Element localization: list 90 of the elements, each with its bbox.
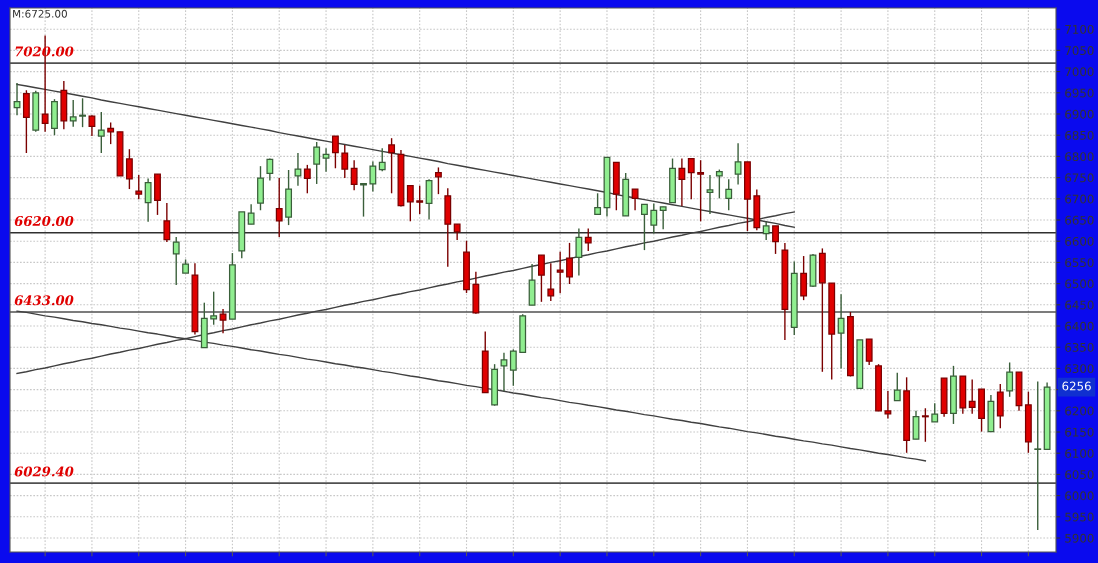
candlestick bbox=[715, 168, 723, 200]
y-tick-label: 5900 bbox=[1065, 533, 1094, 543]
y-tick-label: 6300 bbox=[1065, 364, 1094, 374]
candlestick bbox=[331, 135, 339, 169]
candlestick bbox=[97, 111, 105, 154]
candlestick bbox=[594, 192, 602, 216]
y-tick-label: 6700 bbox=[1065, 194, 1094, 204]
candlestick bbox=[313, 141, 321, 185]
y-tick-label: 6500 bbox=[1065, 279, 1094, 289]
y-tick-label: 7050 bbox=[1065, 46, 1094, 56]
candlestick bbox=[425, 178, 433, 221]
candlestick bbox=[556, 251, 564, 295]
candlestick bbox=[341, 144, 349, 179]
candlestick bbox=[921, 407, 929, 443]
annotation: 6256 bbox=[1062, 381, 1091, 391]
y-tick-label: 6350 bbox=[1065, 342, 1094, 352]
candlestick bbox=[584, 227, 592, 252]
candlestick bbox=[968, 378, 976, 415]
candlestick bbox=[893, 371, 901, 402]
candlestick bbox=[322, 147, 330, 173]
candlestick bbox=[697, 159, 705, 222]
candlestick bbox=[350, 159, 358, 192]
ref-line-label: 6620.00 bbox=[14, 216, 74, 226]
y-tick-label: 6400 bbox=[1065, 321, 1094, 331]
y-tick-label: 6050 bbox=[1065, 470, 1094, 480]
candlestick bbox=[247, 203, 255, 225]
candlestick bbox=[575, 227, 583, 277]
candlestick bbox=[107, 121, 115, 145]
candlestick bbox=[88, 114, 96, 137]
candlestick bbox=[163, 202, 171, 243]
y-tick-label: 6750 bbox=[1065, 173, 1094, 183]
y-tick-label: 6150 bbox=[1065, 427, 1094, 437]
candlestick bbox=[22, 89, 30, 154]
annotation: M:6725.00 bbox=[13, 9, 67, 18]
candlestick bbox=[303, 164, 311, 194]
candlestick bbox=[416, 184, 424, 215]
candlestick bbox=[275, 177, 283, 238]
candlestick bbox=[884, 390, 892, 420]
candlestick bbox=[931, 402, 939, 423]
candlestick bbox=[294, 152, 302, 187]
candlestick bbox=[369, 160, 377, 193]
ref-line-label: 6433.00 bbox=[14, 295, 74, 306]
y-tick-label: 6550 bbox=[1065, 258, 1094, 268]
candlestick bbox=[687, 157, 695, 200]
candlestick bbox=[725, 178, 733, 211]
candlestick bbox=[79, 97, 87, 128]
y-tick-label: 6450 bbox=[1065, 300, 1094, 310]
y-tick-label: 7000 bbox=[1065, 67, 1094, 77]
ref-line-label: 6029.40 bbox=[14, 466, 74, 477]
candlestick bbox=[650, 202, 658, 235]
y-tick-label: 6650 bbox=[1065, 215, 1094, 225]
candlestick bbox=[172, 236, 180, 286]
candlestick bbox=[996, 383, 1004, 429]
y-tick-label: 6850 bbox=[1065, 130, 1094, 140]
y-tick-label: 5950 bbox=[1065, 512, 1094, 522]
candlestick bbox=[144, 177, 152, 223]
candlestick bbox=[865, 338, 873, 366]
candlestick bbox=[406, 184, 414, 222]
candlestick bbox=[378, 147, 386, 172]
y-tick-label: 6200 bbox=[1065, 406, 1094, 416]
candlestick bbox=[135, 174, 143, 200]
candlestick bbox=[125, 148, 133, 190]
candlestick bbox=[706, 174, 714, 215]
y-tick-label: 6000 bbox=[1065, 491, 1094, 501]
candlestick bbox=[547, 262, 555, 302]
y-tick-label: 6100 bbox=[1065, 448, 1094, 458]
candlestick bbox=[69, 99, 77, 128]
candlestick bbox=[631, 188, 639, 211]
candlestick bbox=[500, 352, 508, 392]
y-tick-label: 6950 bbox=[1065, 88, 1094, 98]
candlestick bbox=[837, 293, 845, 370]
y-tick-label: 6600 bbox=[1065, 236, 1094, 246]
candlestick bbox=[641, 203, 648, 251]
candlestick bbox=[219, 308, 227, 334]
candlestick bbox=[800, 255, 808, 301]
y-tick-label: 7100 bbox=[1065, 24, 1094, 34]
candlestick bbox=[678, 157, 686, 207]
candlestick bbox=[537, 254, 545, 303]
candlestick bbox=[659, 206, 667, 231]
y-tick-label: 6800 bbox=[1065, 152, 1094, 162]
candlestick bbox=[772, 225, 779, 255]
candlestick bbox=[388, 137, 396, 194]
candlestick bbox=[434, 166, 442, 195]
candlestick bbox=[509, 348, 517, 387]
candlestick bbox=[210, 290, 218, 326]
candlestick bbox=[1034, 380, 1042, 531]
y-tick-label: 6900 bbox=[1065, 109, 1094, 119]
candlestick bbox=[1006, 361, 1014, 398]
candlestick bbox=[566, 242, 573, 285]
candlestick bbox=[734, 142, 742, 186]
